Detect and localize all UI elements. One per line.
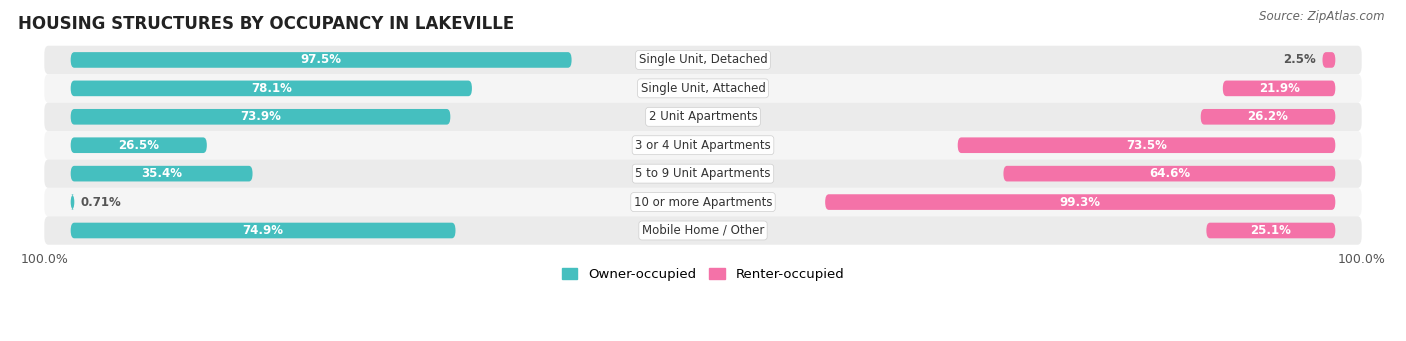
Legend: Owner-occupied, Renter-occupied: Owner-occupied, Renter-occupied [557,262,849,286]
Text: 26.2%: 26.2% [1247,110,1288,123]
Text: 97.5%: 97.5% [301,54,342,66]
Text: 2 Unit Apartments: 2 Unit Apartments [648,110,758,123]
FancyBboxPatch shape [825,194,1336,210]
Text: HOUSING STRUCTURES BY OCCUPANCY IN LAKEVILLE: HOUSING STRUCTURES BY OCCUPANCY IN LAKEV… [18,15,515,33]
Text: 25.1%: 25.1% [1250,224,1291,237]
Text: 0.71%: 0.71% [82,196,122,209]
FancyBboxPatch shape [45,46,1361,74]
FancyBboxPatch shape [1201,109,1336,124]
FancyBboxPatch shape [1206,223,1336,238]
Text: 99.3%: 99.3% [1060,196,1101,209]
Text: 21.9%: 21.9% [1258,82,1299,95]
Text: 2.5%: 2.5% [1284,54,1316,66]
FancyBboxPatch shape [70,166,253,181]
Text: 64.6%: 64.6% [1149,167,1189,180]
Text: Single Unit, Detached: Single Unit, Detached [638,54,768,66]
Text: 74.9%: 74.9% [243,224,284,237]
FancyBboxPatch shape [70,223,456,238]
Text: 10 or more Apartments: 10 or more Apartments [634,196,772,209]
FancyBboxPatch shape [1323,52,1336,68]
FancyBboxPatch shape [70,52,572,68]
Text: 35.4%: 35.4% [141,167,183,180]
FancyBboxPatch shape [70,80,472,96]
FancyBboxPatch shape [45,160,1361,188]
FancyBboxPatch shape [45,216,1361,245]
Text: 78.1%: 78.1% [250,82,291,95]
Text: 3 or 4 Unit Apartments: 3 or 4 Unit Apartments [636,139,770,152]
FancyBboxPatch shape [45,103,1361,131]
Text: 26.5%: 26.5% [118,139,159,152]
FancyBboxPatch shape [70,194,75,210]
FancyBboxPatch shape [45,74,1361,103]
FancyBboxPatch shape [957,137,1336,153]
FancyBboxPatch shape [70,109,450,124]
Text: 73.9%: 73.9% [240,110,281,123]
Text: 5 to 9 Unit Apartments: 5 to 9 Unit Apartments [636,167,770,180]
Text: 73.5%: 73.5% [1126,139,1167,152]
Text: Single Unit, Attached: Single Unit, Attached [641,82,765,95]
Text: Source: ZipAtlas.com: Source: ZipAtlas.com [1260,10,1385,23]
FancyBboxPatch shape [45,131,1361,160]
FancyBboxPatch shape [45,188,1361,216]
Text: Mobile Home / Other: Mobile Home / Other [641,224,765,237]
FancyBboxPatch shape [1004,166,1336,181]
FancyBboxPatch shape [1223,80,1336,96]
FancyBboxPatch shape [70,137,207,153]
